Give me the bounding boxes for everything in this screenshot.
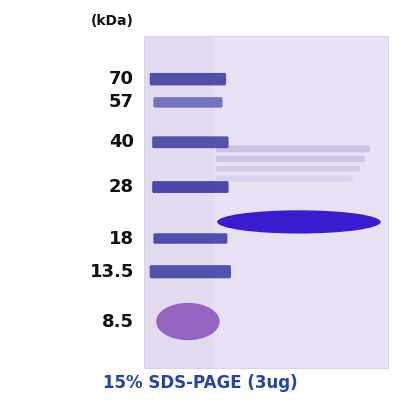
FancyBboxPatch shape: [152, 181, 228, 193]
Text: 15% SDS-PAGE (3ug): 15% SDS-PAGE (3ug): [103, 374, 297, 392]
Text: 28: 28: [109, 178, 134, 196]
FancyBboxPatch shape: [150, 73, 226, 86]
FancyBboxPatch shape: [216, 145, 370, 152]
Text: 13.5: 13.5: [90, 263, 134, 281]
FancyBboxPatch shape: [216, 156, 365, 162]
FancyBboxPatch shape: [216, 166, 360, 172]
Text: 70: 70: [109, 70, 134, 88]
Text: 18: 18: [109, 230, 134, 248]
Ellipse shape: [217, 210, 381, 234]
Text: 40: 40: [109, 133, 134, 151]
Ellipse shape: [156, 303, 220, 340]
Text: (kDa): (kDa): [91, 14, 134, 28]
Text: 8.5: 8.5: [102, 312, 134, 330]
Text: 57: 57: [109, 93, 134, 111]
FancyBboxPatch shape: [153, 97, 222, 108]
FancyBboxPatch shape: [144, 36, 388, 368]
FancyBboxPatch shape: [150, 265, 231, 278]
FancyBboxPatch shape: [152, 136, 228, 148]
FancyBboxPatch shape: [216, 176, 353, 182]
FancyBboxPatch shape: [153, 233, 227, 244]
FancyBboxPatch shape: [144, 36, 214, 368]
